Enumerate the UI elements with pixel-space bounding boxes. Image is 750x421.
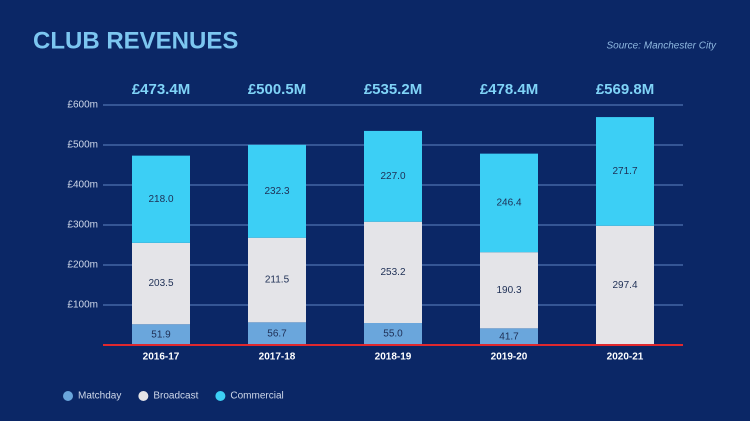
bar-segment [248,322,306,345]
legend-swatch [215,391,226,401]
value-label: 246.4 [496,198,521,209]
bar-segment [596,225,654,345]
bar-segment [364,323,422,345]
value-label: 56.7 [267,328,287,339]
bar-segment [248,144,306,238]
bar-segment [364,221,422,323]
y-tick-label: £500m [67,140,98,151]
value-label: 55.0 [383,329,403,340]
y-tick-label: £400m [67,180,98,191]
value-label: 271.7 [612,166,637,177]
value-label: 253.2 [380,267,405,278]
bar-segment [596,117,654,226]
value-label: 190.3 [496,285,521,296]
legend-swatch [138,391,149,401]
bar-segment [132,155,190,243]
x-tick-label: 2019-20 [491,352,528,363]
legend-swatch [63,391,73,401]
bar-segment [480,252,538,329]
total-label: £473.4M [132,81,190,98]
value-label: 41.7 [499,331,519,342]
legend-label: Broadcast [153,391,198,402]
value-label: 218.0 [148,194,173,205]
bar-segment [132,324,190,345]
x-tick-label: 2016-17 [143,352,180,363]
source: Source: Manchester City [607,41,717,52]
bar-segment [480,328,538,345]
y-tick-label: £300m [67,220,98,231]
bar-segment [480,153,538,253]
value-label: 232.3 [264,186,289,197]
chart-title: CLUB REVENUES [33,27,238,54]
total-label: £478.4M [480,81,538,98]
value-label: 211.5 [265,275,290,286]
bar-segment [132,242,190,325]
total-label: £535.2M [364,81,422,98]
value-label: 227.0 [380,171,405,182]
x-tick-label: 2017-18 [259,352,296,363]
bar-segment [248,237,306,323]
y-tick-label: £100m [67,300,98,311]
legend-label: Commercial [230,391,283,402]
total-label: £500.5M [248,81,306,98]
y-tick-label: £600m [67,100,98,111]
total-label: £569.8M [596,81,654,98]
value-label: 297.4 [612,280,637,291]
x-tick-label: 2018-19 [375,352,412,363]
value-label: 51.9 [151,329,171,340]
x-tick-label: 2020-21 [607,352,644,363]
legend-label: Matchday [78,391,121,402]
bar-segment [364,130,422,222]
value-label: 203.5 [148,278,173,289]
y-tick-label: £200m [67,260,98,271]
